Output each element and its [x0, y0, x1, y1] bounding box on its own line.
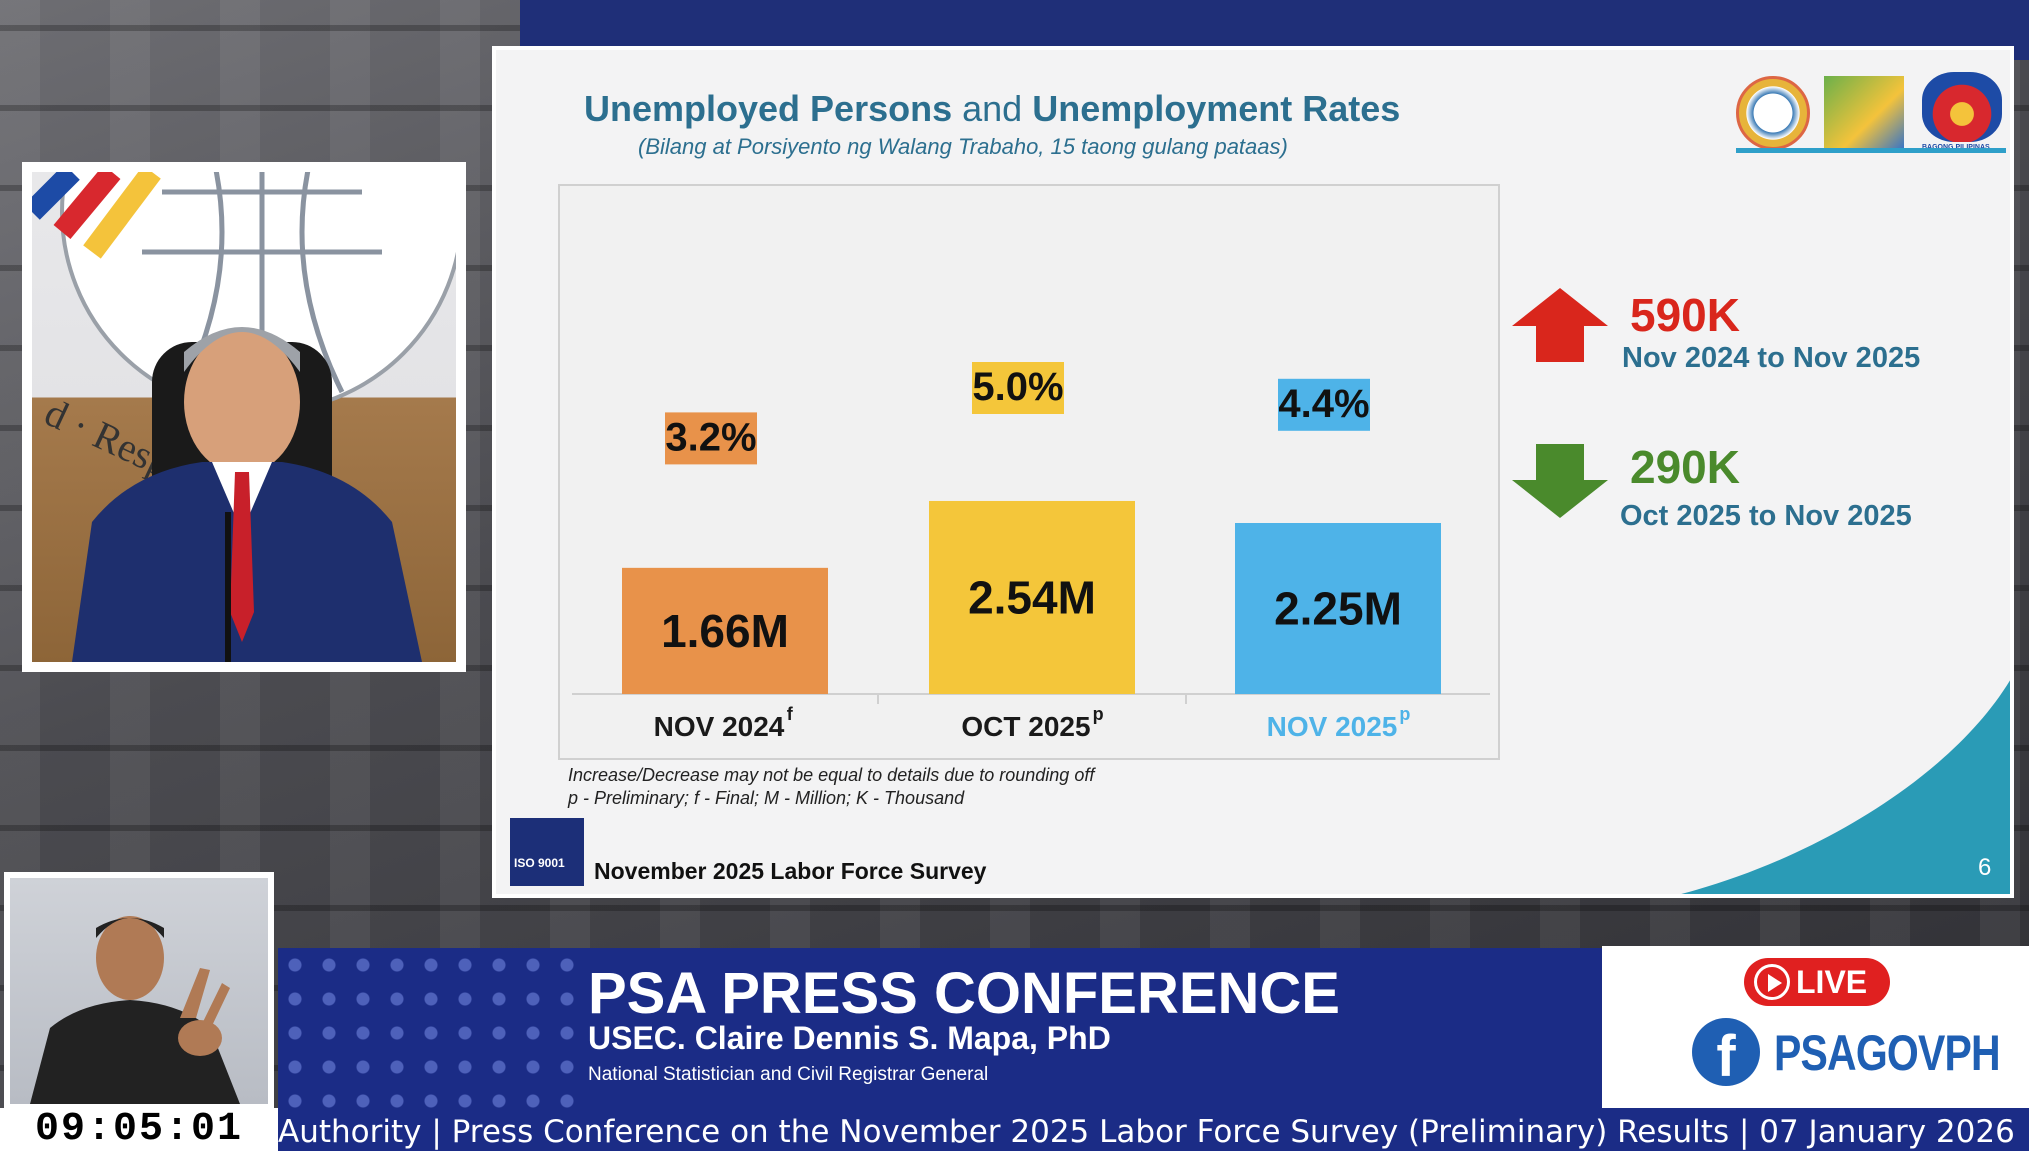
category-superscript: f	[787, 704, 794, 724]
live-label: LIVE	[1796, 963, 1868, 1000]
speaker-name: USEC. Claire Dennis S. Mapa, PhD	[588, 1020, 1111, 1056]
page-number: 6	[1978, 854, 1992, 881]
psa-seal-icon	[1736, 76, 1810, 150]
bar-value-label: 2.54M	[968, 571, 1096, 623]
speaker-role: National Statistician and Civil Registra…	[588, 1064, 989, 1085]
change-down: 290K Oct 2025 to Nov 2025	[1620, 440, 1912, 533]
lower-third: PSA PRESS CONFERENCE USEC. Claire Dennis…	[278, 948, 1602, 1108]
category-superscript: p	[1093, 704, 1104, 724]
interpreter-scene	[30, 916, 240, 1104]
bar-2	[929, 500, 1135, 694]
sign-interpreter-video	[4, 872, 274, 1110]
rate-label: 4.4%	[1278, 382, 1369, 426]
bar-3	[1235, 523, 1441, 694]
rate-label: 5.0%	[972, 365, 1063, 409]
slide-subtitle: (Bilang at Porsiyento ng Walang Trabaho,…	[638, 134, 1288, 159]
live-box: LIVE f PSAGOVPH	[1602, 946, 2029, 1108]
rate-label-box	[665, 412, 757, 465]
logo-caption: BAGONG PILIPINAS	[1922, 144, 1990, 151]
rate-label-box	[1278, 378, 1370, 431]
up-arrow-icon	[1512, 288, 1608, 362]
live-badge: LIVE	[1744, 958, 1890, 1006]
broadcast-clock: 09:05:01	[0, 1108, 278, 1151]
title-and: and	[962, 88, 1023, 129]
footnote-line2: p - Preliminary; f - Final; M - Million;…	[568, 788, 965, 808]
category-label: OCT 2025	[961, 711, 1090, 742]
change-up: 590K Nov 2024 to Nov 2025	[1622, 288, 1920, 375]
category-label: NOV 2025	[1267, 711, 1398, 742]
iso-badge: ISO 9001	[510, 818, 584, 886]
conference-title: PSA PRESS CONFERENCE	[588, 961, 1340, 1026]
change-up-period: Nov 2024 to Nov 2025	[1622, 342, 1921, 374]
presentation-slide: Unemployed Persons and Unemployment Rate…	[492, 46, 2014, 898]
category-superscript: p	[1399, 704, 1410, 724]
title-part1: Unemployed Persons	[584, 88, 953, 129]
title-part2: Unemployment Rates	[1032, 88, 1401, 129]
footnote-line1: Increase/Decrease may not be equal to de…	[568, 765, 1095, 785]
down-arrow-icon	[1512, 444, 1608, 518]
play-icon	[1754, 964, 1790, 1000]
lfs-logo-icon	[1824, 76, 1904, 148]
iso-label: ISO 9001	[514, 856, 565, 870]
slide-title: Unemployed Persons and Unemployment Rate…	[584, 88, 1400, 130]
category-label: NOV 2024	[654, 711, 785, 742]
bar-1	[622, 567, 828, 694]
rate-label-box	[972, 362, 1064, 414]
speaker-scene: d · Respo... · World-cl	[32, 172, 456, 662]
ticker-text: Authority | Press Conference on the Nove…	[278, 1114, 2015, 1150]
survey-label: November 2025 Labor Force Survey	[594, 858, 987, 884]
chart-area: 1.66M 3.2% NOV 2024 f 2.54M 5.0% OCT 2025 p 2.25…	[558, 184, 1500, 760]
facebook-handle: PSAGOVPH	[1774, 1025, 2001, 1081]
bar-value-label: 1.66M	[661, 605, 789, 657]
change-up-value: 590K	[1630, 289, 1740, 341]
logo-group: BAGONG PILIPINAS	[1736, 66, 2006, 156]
corner-decoration	[1680, 680, 2010, 894]
rate-label: 3.2%	[665, 415, 756, 459]
bagong-pilipinas-logo-icon	[1922, 72, 2002, 142]
news-ticker: Authority | Press Conference on the Nove…	[278, 1108, 2029, 1151]
lower-third-panel	[588, 948, 1602, 1108]
footnote: Increase/Decrease may not be equal to de…	[568, 764, 1094, 810]
bar-value-label: 2.25M	[1274, 583, 1402, 635]
speaker-video: d · Respo... · World-cl	[22, 162, 466, 672]
logo-underline	[1736, 148, 2006, 153]
change-down-period: Oct 2025 to Nov 2025	[1620, 500, 1912, 532]
facebook-icon: f	[1692, 1018, 1760, 1089]
change-down-value: 290K	[1630, 441, 1740, 493]
